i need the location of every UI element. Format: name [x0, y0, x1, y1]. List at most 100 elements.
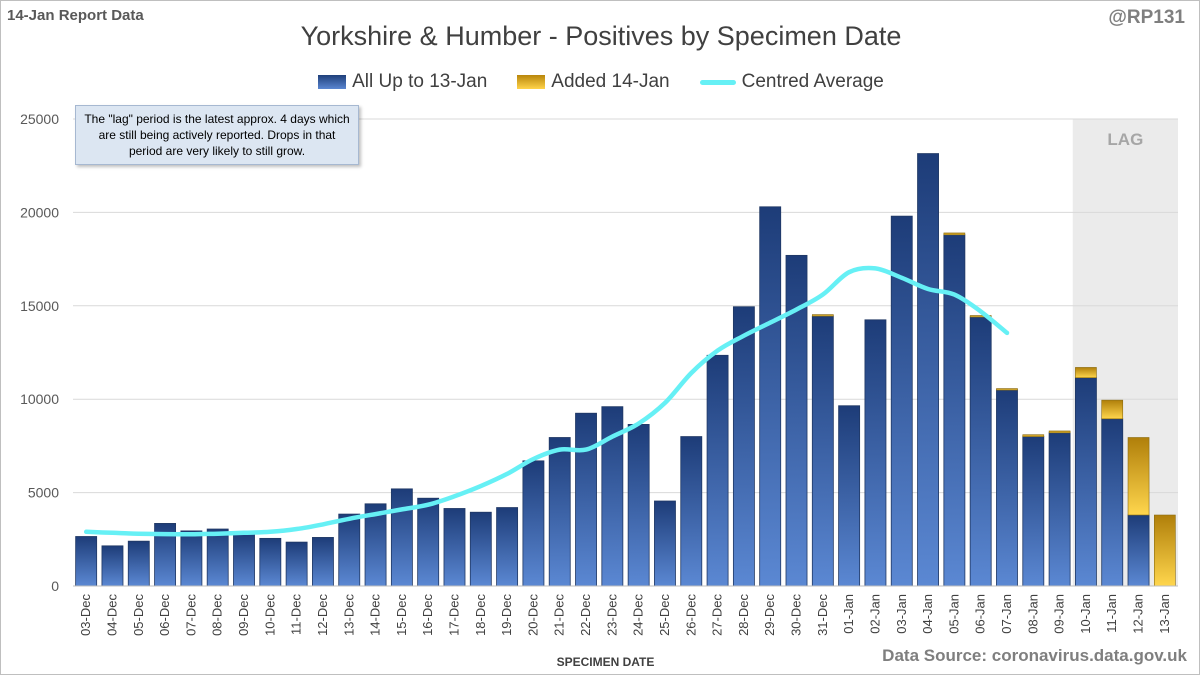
- bar-base: [811, 315, 834, 587]
- legend-label-average: Centred Average: [741, 71, 884, 92]
- legend-item-added: Added 14-Jan: [517, 71, 670, 93]
- x-tick-label: 27-Dec: [710, 594, 725, 636]
- bar-added: [1101, 399, 1124, 420]
- bar-base: [890, 215, 913, 587]
- bar-base: [680, 436, 703, 587]
- x-tick-label: 28-Dec: [736, 594, 751, 636]
- x-tick-label: 21-Dec: [552, 594, 567, 636]
- bar-base: [127, 540, 150, 587]
- bar-added: [1048, 430, 1071, 434]
- y-tick-label: 10000: [20, 391, 59, 407]
- legend-swatch-average: [699, 79, 736, 85]
- bar-base: [233, 533, 255, 587]
- legend-item-base: All Up to 13-Jan: [318, 71, 487, 93]
- x-tick-label: 16-Dec: [420, 594, 435, 636]
- bar-base: [548, 437, 571, 587]
- bar-base: [732, 306, 755, 587]
- bar-base: [101, 545, 124, 587]
- bar-base: [706, 354, 729, 587]
- y-tick-label: 5000: [28, 485, 59, 501]
- bar-base: [627, 424, 650, 587]
- bar-base: [1048, 432, 1071, 587]
- report-label: 14-Jan Report Data: [7, 7, 144, 24]
- x-tick-label: 03-Dec: [78, 594, 93, 636]
- x-tick-label: 20-Dec: [525, 594, 540, 636]
- average-line: [83, 265, 1010, 537]
- x-tick-label: 25-Dec: [657, 594, 672, 636]
- x-tick-label: 10-Dec: [262, 594, 277, 636]
- x-tick-label: 13-Jan: [1157, 594, 1172, 634]
- bar-base: [312, 537, 334, 587]
- bar-base: [996, 389, 1018, 587]
- x-tick-label: 01-Jan: [841, 594, 856, 634]
- bar-base: [443, 508, 466, 587]
- x-tick-label: 06-Jan: [973, 594, 988, 634]
- x-tick-label: 12-Jan: [1131, 594, 1146, 634]
- bar-base: [969, 316, 992, 587]
- bar-base: [206, 528, 229, 587]
- x-tick-label: 07-Jan: [999, 594, 1014, 634]
- x-tick-label: 07-Dec: [183, 594, 198, 636]
- x-tick-label: 26-Dec: [683, 594, 698, 636]
- x-tick-label: 10-Jan: [1078, 594, 1093, 634]
- bar-base: [259, 537, 282, 587]
- x-tick-label: 03-Jan: [894, 594, 909, 634]
- x-tick-label: 04-Jan: [920, 594, 935, 634]
- bar-base: [575, 412, 597, 587]
- x-tick-label: 06-Dec: [157, 594, 172, 636]
- bar-base: [654, 500, 676, 587]
- x-tick-label: 17-Dec: [446, 594, 461, 636]
- bar-added: [1154, 514, 1176, 587]
- bar-added: [969, 315, 992, 318]
- x-tick-label: 09-Dec: [236, 594, 251, 636]
- x-tick-label: 11-Jan: [1104, 594, 1119, 633]
- chart-title: Yorkshire & Humber - Positives by Specim…: [300, 21, 902, 51]
- bar-base: [1101, 418, 1124, 587]
- legend-item-average: Centred Average: [699, 71, 884, 93]
- x-tick-label: 08-Jan: [1025, 594, 1040, 634]
- bar-base: [917, 153, 939, 587]
- bar-base: [838, 405, 861, 587]
- bar-added: [811, 314, 834, 317]
- y-tick-label: 20000: [20, 204, 59, 220]
- legend-swatch-base: [318, 75, 347, 89]
- chart-legend: All Up to 13-Jan Added 14-Jan Centred Av…: [1, 71, 1200, 93]
- x-axis-title: SPECIMEN DATE: [557, 655, 655, 669]
- x-tick-label: 30-Dec: [789, 594, 804, 636]
- legend-label-added: Added 14-Jan: [551, 71, 670, 92]
- x-tick-label: 23-Dec: [604, 594, 619, 636]
- bar-base: [496, 507, 519, 587]
- bar-base: [1127, 514, 1150, 587]
- bar-base: [180, 530, 203, 587]
- bar-base: [1074, 377, 1097, 587]
- x-tick-label: 05-Jan: [946, 594, 961, 634]
- x-tick-label: 24-Dec: [631, 594, 646, 636]
- bar-added: [1127, 437, 1150, 516]
- bar-base: [75, 536, 98, 587]
- x-tick-label: 29-Dec: [762, 594, 777, 636]
- author-handle: @RP131: [1108, 7, 1185, 28]
- y-tick-label: 0: [51, 578, 59, 594]
- x-tick-label: 31-Dec: [815, 594, 830, 636]
- bar-base: [943, 234, 966, 587]
- y-tick-label: 15000: [20, 298, 59, 314]
- x-tick-label: 19-Dec: [499, 594, 514, 636]
- x-tick-label: 08-Dec: [210, 594, 225, 636]
- bar-base: [469, 511, 492, 587]
- bar-base: [338, 513, 361, 587]
- bar-added: [1022, 434, 1045, 437]
- x-tick-label: 14-Dec: [368, 594, 383, 636]
- data-source: Data Source: coronavirus.data.gov.uk: [882, 646, 1187, 665]
- bar-base: [759, 206, 782, 587]
- x-tick-label: 09-Jan: [1052, 594, 1067, 634]
- y-tick-label: 25000: [20, 111, 59, 127]
- x-tick-label: 02-Jan: [867, 594, 882, 634]
- x-tick-label: 12-Dec: [315, 594, 330, 636]
- bar-added: [996, 388, 1018, 391]
- bar-added: [943, 232, 966, 236]
- x-tick-label: 15-Dec: [394, 594, 409, 636]
- x-tick-label: 04-Dec: [104, 594, 119, 636]
- legend-swatch-added: [517, 75, 546, 89]
